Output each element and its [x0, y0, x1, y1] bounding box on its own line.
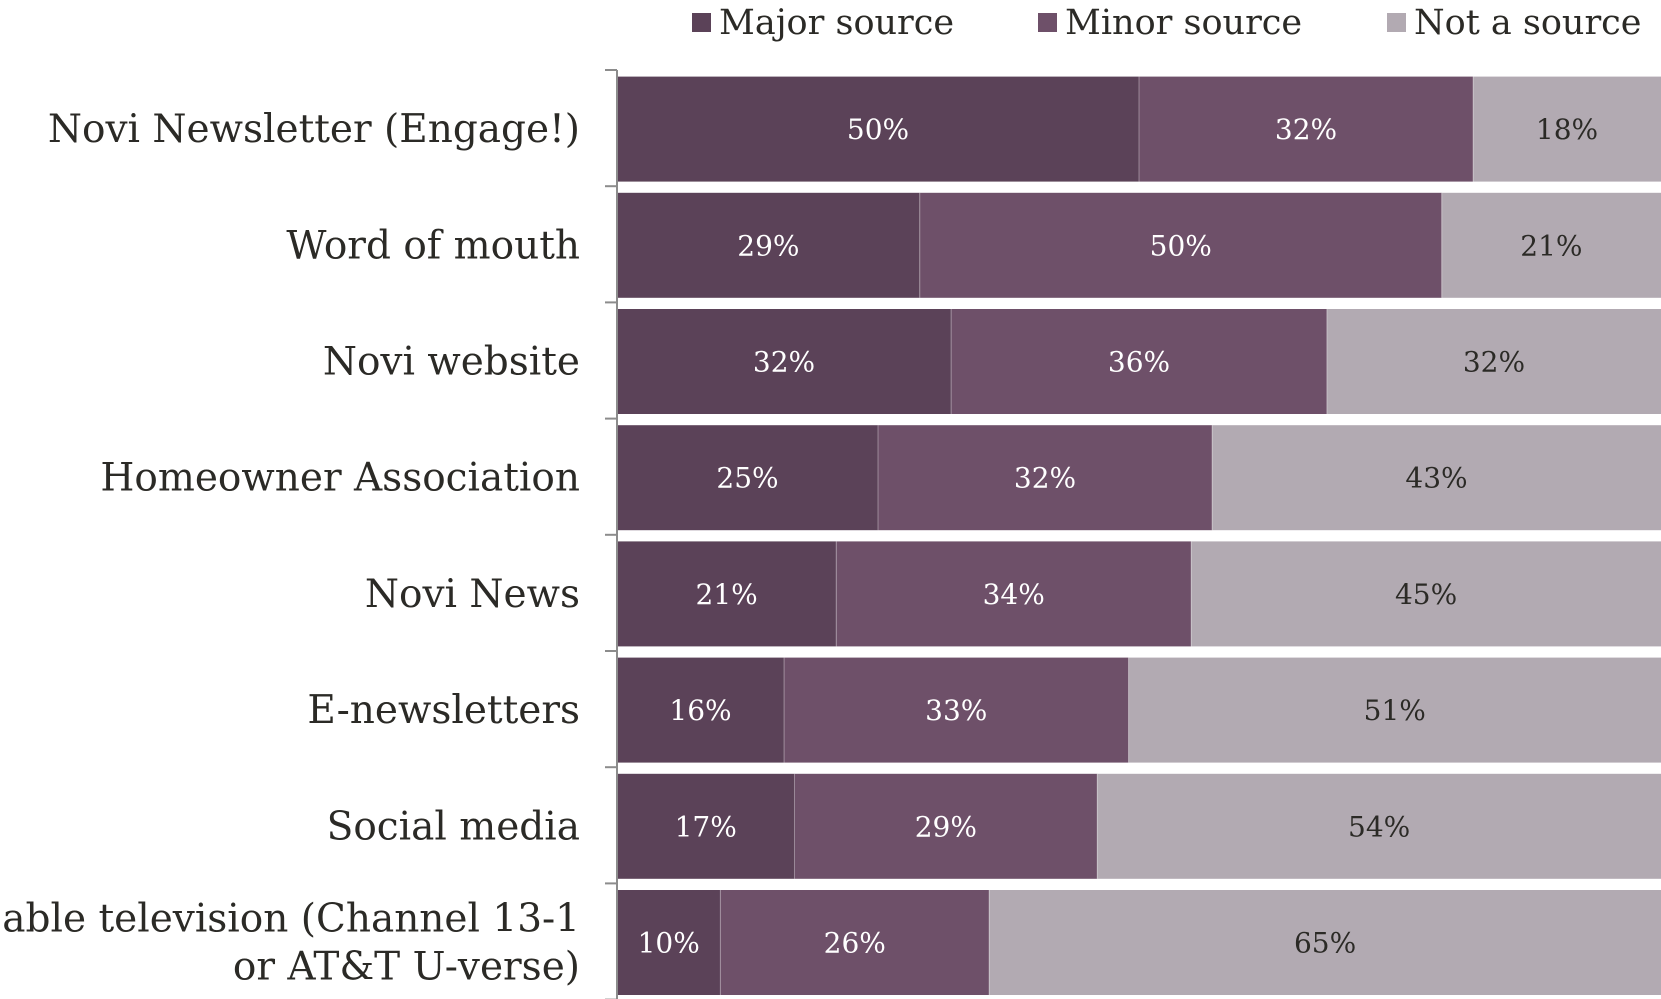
bar-minor-source-social-media [794, 773, 1098, 879]
category-label-homeowner-association: Homeowner Association [100, 456, 580, 501]
bar-not-a-source-social-media [1097, 773, 1661, 879]
bars: 50% 32% 18% 29% 50% 21% 32% 36% 32% 25% 32% 43% 21% 3… [617, 76, 1661, 995]
category-label-social-media: Social media [327, 804, 580, 849]
data-label-minor-source-word-of-mouth: 50% [1150, 229, 1212, 262]
bar-minor-source-word-of-mouth [919, 192, 1442, 298]
data-label-major-source-novi-website: 32% [753, 346, 815, 379]
data-label-major-source-novi-news: 21% [696, 578, 758, 611]
data-label-major-source-homeowner-association: 25% [716, 462, 778, 495]
bar-major-source-novi-website [617, 309, 952, 414]
data-label-minor-source-novi-news: 34% [983, 578, 1045, 611]
bar-not-a-source-word-of-mouth [1441, 192, 1661, 298]
category-label-e-newsletters: E-newsletters [307, 688, 580, 733]
bar-minor-source-novi-website [951, 309, 1327, 414]
chart-legend: Major source Minor source Not a source [692, 3, 1642, 43]
bar-not-a-source-cable-television-channel-13-1-or-at-t-u-verse [989, 890, 1661, 995]
category-label-line: Homeowner Association [100, 456, 580, 501]
bar-major-source-novi-newsletter-engage [617, 76, 1139, 182]
bar-major-source-word-of-mouth [617, 192, 920, 298]
data-label-not-a-source-homeowner-association: 43% [1405, 462, 1467, 495]
data-label-minor-source-novi-newsletter-engage: 32% [1275, 113, 1337, 146]
data-label-not-a-source-novi-website: 32% [1463, 346, 1525, 379]
data-label-minor-source-cable-television-channel-13-1-or-at-t-u-verse: 26% [824, 927, 886, 960]
bar-major-source-cable-television-channel-13-1-or-at-t-u-verse [617, 890, 721, 995]
category-label-novi-newsletter-engage: Novi Newsletter (Engage!) [48, 107, 580, 152]
category-label-word-of-mouth: Word of mouth [286, 223, 580, 268]
category-label-line: Novi website [323, 340, 580, 385]
data-label-not-a-source-cable-television-channel-13-1-or-at-t-u-verse: 65% [1294, 927, 1356, 960]
bar-minor-source-homeowner-association [878, 425, 1213, 531]
data-label-minor-source-homeowner-association: 32% [1014, 462, 1076, 495]
legend-swatch-minor-source [1038, 13, 1057, 32]
bar-minor-source-cable-television-channel-13-1-or-at-t-u-verse [720, 890, 990, 995]
bar-not-a-source-novi-website [1326, 309, 1661, 414]
data-label-major-source-cable-television-channel-13-1-or-at-t-u-verse: 10% [638, 927, 700, 960]
data-label-major-source-novi-newsletter-engage: 50% [847, 113, 909, 146]
data-label-not-a-source-novi-news: 45% [1395, 578, 1457, 611]
data-label-not-a-source-social-media: 54% [1348, 810, 1410, 843]
legend-swatch-not-a-source [1387, 13, 1406, 32]
bar-major-source-social-media [617, 773, 795, 879]
category-label-line: or AT&T U-verse) [233, 945, 580, 990]
bar-minor-source-novi-news [836, 541, 1192, 647]
category-label-line: Novi Newsletter (Engage!) [48, 107, 580, 152]
legend-swatch-major-source [692, 13, 711, 32]
category-labels: Novi Newsletter (Engage!) Word of mouth No… [0, 107, 580, 989]
data-label-major-source-word-of-mouth: 29% [737, 229, 799, 262]
category-label-novi-news: Novi News [365, 572, 580, 617]
data-label-minor-source-social-media: 29% [915, 810, 977, 843]
category-label-line: Social media [327, 804, 580, 849]
bar-major-source-e-newsletters [617, 657, 785, 763]
bar-not-a-source-e-newsletters [1128, 657, 1661, 763]
data-label-major-source-e-newsletters: 16% [669, 694, 731, 727]
category-axis [605, 69, 618, 999]
bar-not-a-source-novi-news [1191, 541, 1661, 647]
bar-not-a-source-homeowner-association [1212, 425, 1661, 531]
bar-not-a-source-novi-newsletter-engage [1473, 76, 1661, 182]
category-label-novi-website: Novi website [323, 340, 580, 385]
data-label-minor-source-novi-website: 36% [1108, 346, 1170, 379]
category-label-line: Cable television (Channel 13-1 [0, 897, 580, 942]
legend-label-minor-source: Minor source [1065, 3, 1302, 43]
bar-major-source-homeowner-association [617, 425, 878, 531]
legend-label-not-a-source: Not a source [1414, 3, 1642, 43]
data-label-not-a-source-e-newsletters: 51% [1364, 694, 1426, 727]
bar-major-source-novi-news [617, 541, 837, 647]
bar-minor-source-e-newsletters [784, 657, 1129, 763]
legend-label-major-source: Major source [719, 3, 954, 43]
bar-minor-source-novi-newsletter-engage [1139, 76, 1474, 182]
data-label-minor-source-e-newsletters: 33% [925, 694, 987, 727]
category-label-line: Novi News [365, 572, 580, 617]
category-label-line: E-newsletters [307, 688, 580, 733]
data-label-not-a-source-word-of-mouth: 21% [1520, 229, 1582, 262]
data-label-major-source-social-media: 17% [675, 810, 737, 843]
category-label-cable-television-channel-13-1-or-at-t-u-verse: Cable television (Channel 13-1 or AT&T U-… [0, 897, 580, 990]
data-label-not-a-source-novi-newsletter-engage: 18% [1536, 113, 1598, 146]
category-label-line: Word of mouth [286, 223, 580, 268]
